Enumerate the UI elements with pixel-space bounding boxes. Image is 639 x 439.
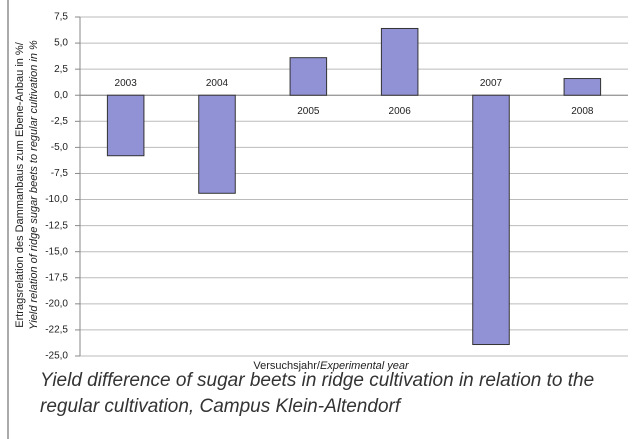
x-axis-title: Experimental year [320,360,410,372]
bar [198,94,236,194]
y-tick-label: -20,0 [45,298,68,309]
y-tick-label: -22,5 [45,325,68,336]
x-tick-label: 2003 [115,78,138,89]
x-tick-label: 2007 [480,78,503,89]
y-tick-label: -15,0 [45,246,68,257]
bar [563,78,602,96]
y-tick-label: -12,5 [45,220,68,231]
y-tick-label: 7,5 [54,12,68,23]
y-tick-label: -10,0 [45,194,68,205]
bar [289,57,328,96]
x-tick-label: 2006 [389,106,412,117]
y-tick-label: -25,0 [45,351,68,362]
caption: Yield difference of sugar beets in ridge… [40,370,595,417]
x-tick-label: 2008 [571,106,594,117]
x-tick-label: 2004 [206,78,229,89]
y-tick-label: -5,0 [51,142,69,153]
x-axis-title: Versuchsjahr/ [253,360,321,372]
bar [380,27,419,96]
x-tick-label: 2005 [297,106,320,117]
bar [106,94,145,157]
y-tick-label: -17,5 [45,272,68,283]
y-tick-label: 0,0 [54,90,68,101]
y-tick-label: -7,5 [51,168,69,179]
y-axis-title: Ertragsrelation des Dammanbaus zum Ebene… [14,41,26,327]
y-axis-title: Yield relation of ridge sugar beets to r… [28,40,40,330]
bar [472,94,510,346]
y-tick-label: 2,5 [54,64,68,75]
y-tick-label: 5,0 [54,38,68,49]
y-tick-label: -2,5 [51,116,69,127]
